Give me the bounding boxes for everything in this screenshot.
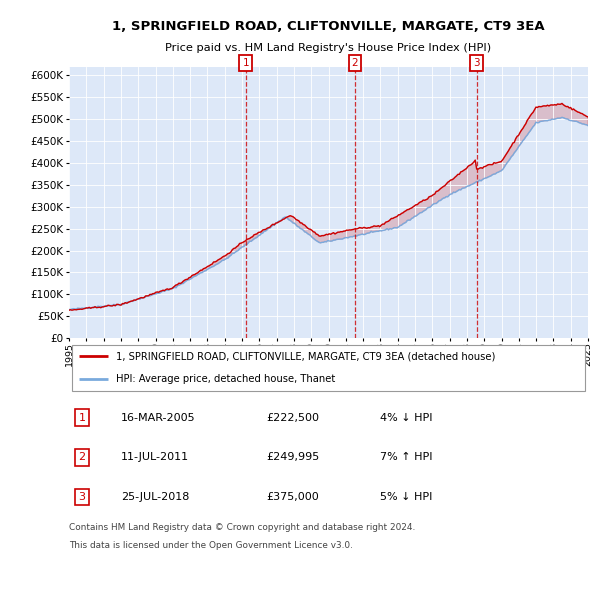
Text: £249,995: £249,995 (266, 453, 319, 462)
FancyBboxPatch shape (71, 345, 586, 391)
Text: 1, SPRINGFIELD ROAD, CLIFTONVILLE, MARGATE, CT9 3EA: 1, SPRINGFIELD ROAD, CLIFTONVILLE, MARGA… (112, 20, 545, 33)
Text: £222,500: £222,500 (266, 412, 319, 422)
Text: 1: 1 (242, 58, 249, 68)
Text: 2: 2 (79, 453, 86, 462)
Text: HPI: Average price, detached house, Thanet: HPI: Average price, detached house, Than… (116, 375, 335, 385)
Text: 16-MAR-2005: 16-MAR-2005 (121, 412, 196, 422)
Text: 2: 2 (352, 58, 358, 68)
Text: 25-JUL-2018: 25-JUL-2018 (121, 492, 189, 502)
Text: 4% ↓ HPI: 4% ↓ HPI (380, 412, 433, 422)
Text: 5% ↓ HPI: 5% ↓ HPI (380, 492, 433, 502)
Text: 3: 3 (473, 58, 480, 68)
Text: 11-JUL-2011: 11-JUL-2011 (121, 453, 189, 462)
Text: 1: 1 (79, 412, 85, 422)
Text: Contains HM Land Registry data © Crown copyright and database right 2024.: Contains HM Land Registry data © Crown c… (69, 523, 415, 532)
Text: Price paid vs. HM Land Registry's House Price Index (HPI): Price paid vs. HM Land Registry's House … (166, 44, 491, 53)
Text: This data is licensed under the Open Government Licence v3.0.: This data is licensed under the Open Gov… (69, 541, 353, 550)
Text: £375,000: £375,000 (266, 492, 319, 502)
Text: 3: 3 (79, 492, 85, 502)
Text: 1, SPRINGFIELD ROAD, CLIFTONVILLE, MARGATE, CT9 3EA (detached house): 1, SPRINGFIELD ROAD, CLIFTONVILLE, MARGA… (116, 351, 495, 361)
Text: 7% ↑ HPI: 7% ↑ HPI (380, 453, 433, 462)
